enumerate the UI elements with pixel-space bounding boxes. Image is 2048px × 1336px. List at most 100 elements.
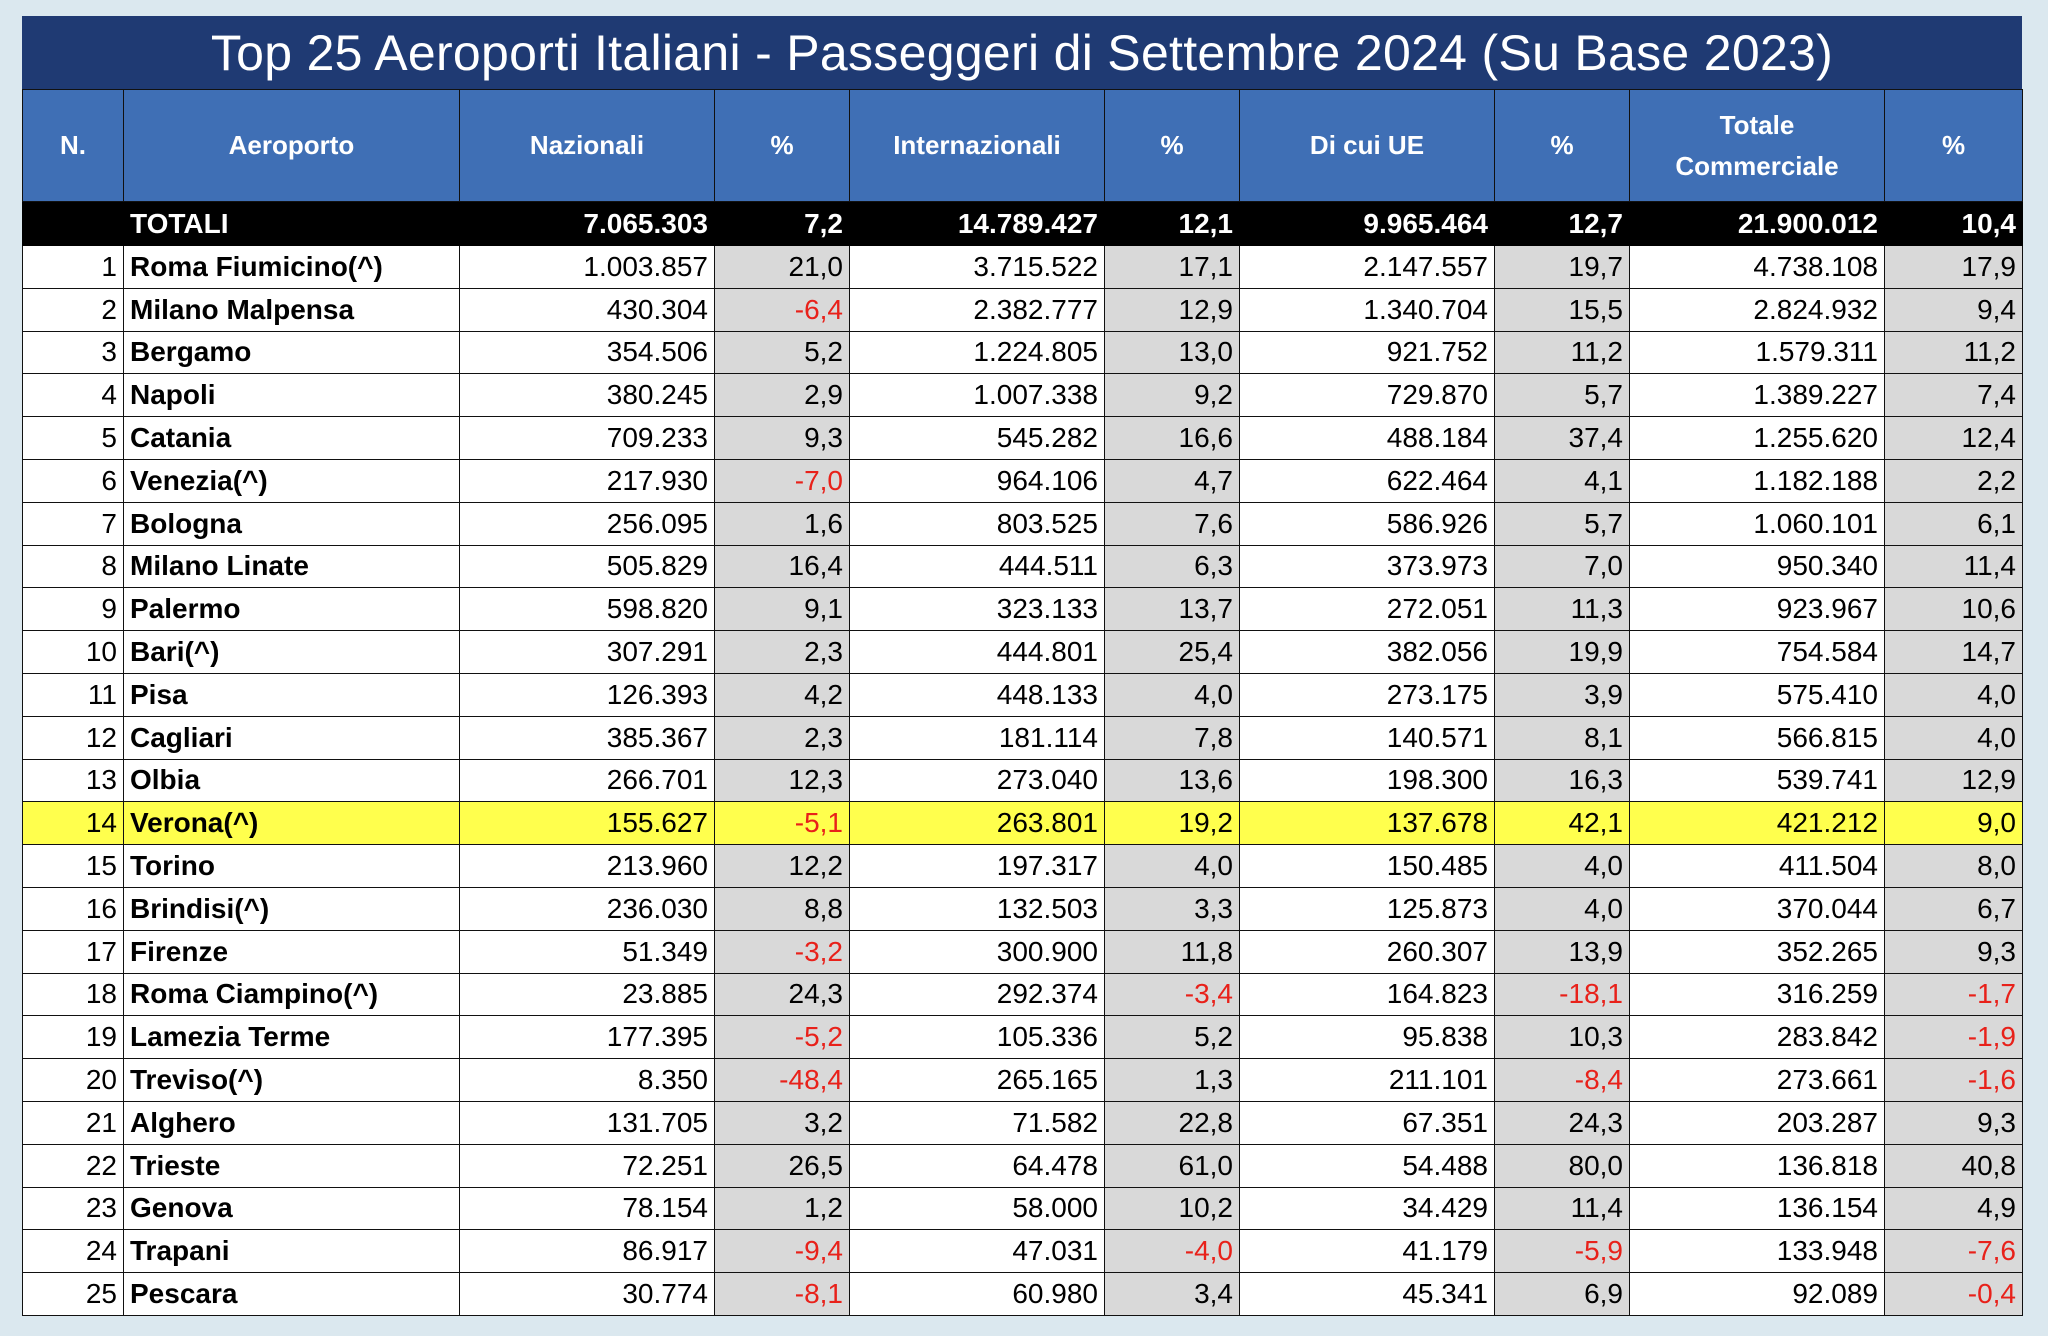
cell-eu: 729.870 (1239, 373, 1495, 418)
cell-international: 132.503 (849, 886, 1105, 931)
cell-international: 273.040 (849, 758, 1105, 803)
cell-airport: Genova (123, 1186, 460, 1231)
cell-eu: 198.300 (1239, 758, 1495, 803)
totals-total-pct: 10,4 (1884, 201, 2023, 246)
cell-airport: Brindisi(^) (123, 886, 460, 931)
cell-eu: 586.926 (1239, 501, 1495, 546)
cell-domestic-pct: 4,2 (714, 672, 850, 717)
cell-total: 92.089 (1629, 1272, 1885, 1316)
cell-international-pct: 3,4 (1104, 1272, 1240, 1316)
cell-total-pct: 11,4 (1884, 544, 2023, 589)
cell-domestic-pct: 8,8 (714, 886, 850, 931)
totals-domestic: 7.065.303 (459, 201, 715, 246)
table-row: 9 Palermo 598.820 9,1 323.133 13,7 272.051 11,3… (22, 587, 2023, 632)
cell-international-pct: 11,8 (1104, 929, 1240, 974)
cell-eu: 67.351 (1239, 1100, 1495, 1145)
cell-international-pct: 19,2 (1104, 801, 1240, 846)
cell-total-pct: -1,6 (1884, 1058, 2023, 1102)
cell-total-pct: 12,4 (1884, 416, 2023, 460)
cell-total: 923.967 (1629, 587, 1885, 632)
cell-domestic-pct: 24,3 (714, 972, 850, 1017)
cell-total: 283.842 (1629, 1015, 1885, 1060)
cell-total-pct: 17,9 (1884, 245, 2023, 289)
header-row: N. Aeroporto Nazionali % Internazionali … (22, 89, 2023, 202)
table-row: 1 Roma Fiumicino(^) 1.003.857 21,0 3.715.522… (22, 245, 2023, 289)
cell-international-pct: 3,3 (1104, 886, 1240, 931)
cell-international: 964.106 (849, 458, 1105, 503)
cell-total-pct: 14,7 (1884, 630, 2023, 674)
cell-domestic: 86.917 (459, 1229, 715, 1274)
cell-total-pct: 12,9 (1884, 758, 2023, 803)
cell-rank: 6 (22, 458, 124, 503)
cell-domestic-pct: 16,4 (714, 544, 850, 589)
header-domestic-pct: % (714, 89, 850, 202)
cell-eu: 382.056 (1239, 630, 1495, 674)
cell-international-pct: 9,2 (1104, 373, 1240, 418)
cell-eu: 150.485 (1239, 844, 1495, 888)
header-international-pct: % (1104, 89, 1240, 202)
cell-international: 181.114 (849, 715, 1105, 760)
cell-rank: 25 (22, 1272, 124, 1316)
table-row: 14 Verona(^) 155.627 -5,1 263.801 19,2 137.678… (22, 801, 2023, 846)
cell-eu: 140.571 (1239, 715, 1495, 760)
cell-domestic: 217.930 (459, 458, 715, 503)
cell-international-pct: 61,0 (1104, 1143, 1240, 1188)
cell-international-pct: 5,2 (1104, 1015, 1240, 1060)
table-row: 3 Bergamo 354.506 5,2 1.224.805 13,0 921.752 11… (22, 330, 2023, 375)
cell-airport: Trapani (123, 1229, 460, 1274)
cell-eu-pct: 11,4 (1494, 1186, 1630, 1231)
cell-total: 421.212 (1629, 801, 1885, 846)
cell-international-pct: 6,3 (1104, 544, 1240, 589)
cell-domestic-pct: -9,4 (714, 1229, 850, 1274)
cell-international: 197.317 (849, 844, 1105, 888)
totals-eu: 9.965.464 (1239, 201, 1495, 246)
cell-domestic-pct: -7,0 (714, 458, 850, 503)
totals-international: 14.789.427 (849, 201, 1105, 246)
header-domestic: Nazionali (459, 89, 715, 202)
table-row: 11 Pisa 126.393 4,2 448.133 4,0 273.175 3,9 575.… (22, 672, 2023, 717)
table-row: 15 Torino 213.960 12,2 197.317 4,0 150.485 4,0 4… (22, 844, 2023, 888)
cell-domestic-pct: -5,2 (714, 1015, 850, 1060)
header-total: Totale Commerciale (1629, 89, 1885, 202)
cell-international-pct: 25,4 (1104, 630, 1240, 674)
cell-rank: 2 (22, 287, 124, 332)
header-international: Internazionali (849, 89, 1105, 202)
cell-total-pct: 7,4 (1884, 373, 2023, 418)
cell-eu-pct: 3,9 (1494, 672, 1630, 717)
table-row: 13 Olbia 266.701 12,3 273.040 13,6 198.300 16,3… (22, 758, 2023, 803)
cell-total: 1.389.227 (1629, 373, 1885, 418)
table-row: 17 Firenze 51.349 -3,2 300.900 11,8 260.307 13,… (22, 929, 2023, 974)
cell-airport: Cagliari (123, 715, 460, 760)
cell-international-pct: 7,8 (1104, 715, 1240, 760)
cell-total: 1.182.188 (1629, 458, 1885, 503)
cell-domestic-pct: 12,3 (714, 758, 850, 803)
cell-domestic: 177.395 (459, 1015, 715, 1060)
table-row: 8 Milano Linate 505.829 16,4 444.511 6,3 373.9… (22, 544, 2023, 589)
cell-domestic: 1.003.857 (459, 245, 715, 289)
cell-total-pct: 9,3 (1884, 1100, 2023, 1145)
cell-rank: 22 (22, 1143, 124, 1188)
cell-international-pct: 17,1 (1104, 245, 1240, 289)
cell-eu-pct: 4,0 (1494, 844, 1630, 888)
cell-domestic: 72.251 (459, 1143, 715, 1188)
cell-international-pct: 7,6 (1104, 501, 1240, 546)
cell-eu-pct: 13,9 (1494, 929, 1630, 974)
cell-rank: 12 (22, 715, 124, 760)
table-row: 16 Brindisi(^) 236.030 8,8 132.503 3,3 125.873… (22, 886, 2023, 931)
cell-eu-pct: 4,1 (1494, 458, 1630, 503)
cell-airport: Milano Linate (123, 544, 460, 589)
totals-total: 21.900.012 (1629, 201, 1885, 246)
cell-airport: Firenze (123, 929, 460, 974)
cell-international-pct: 13,7 (1104, 587, 1240, 632)
cell-domestic-pct: 2,9 (714, 373, 850, 418)
cell-total: 1.060.101 (1629, 501, 1885, 546)
header-eu-pct: % (1494, 89, 1630, 202)
cell-domestic: 126.393 (459, 672, 715, 717)
cell-international-pct: 16,6 (1104, 416, 1240, 460)
cell-airport: Treviso(^) (123, 1058, 460, 1102)
cell-rank: 3 (22, 330, 124, 375)
cell-total-pct: 11,2 (1884, 330, 2023, 375)
cell-domestic: 505.829 (459, 544, 715, 589)
cell-airport: Roma Fiumicino(^) (123, 245, 460, 289)
cell-eu: 125.873 (1239, 886, 1495, 931)
